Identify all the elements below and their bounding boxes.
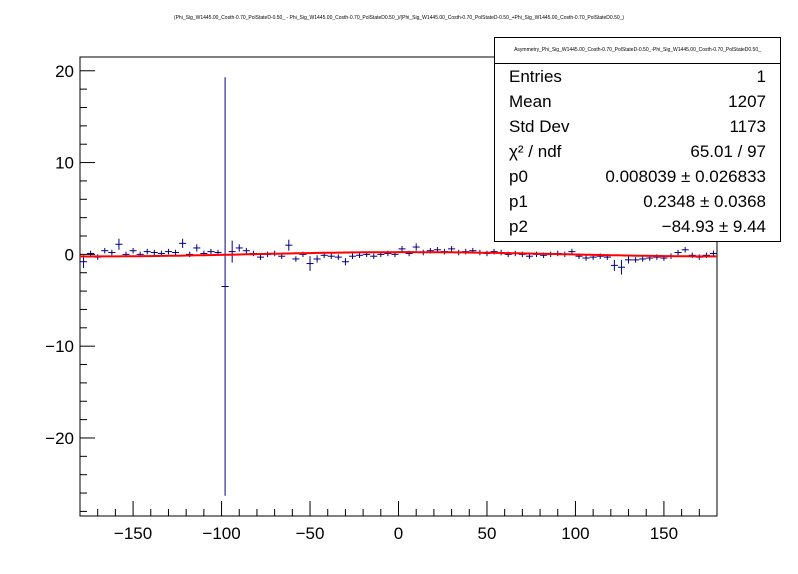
x-tick-label: 50 <box>478 524 497 543</box>
data-point <box>108 249 116 256</box>
data-point <box>412 243 420 251</box>
data-point <box>632 257 640 263</box>
data-point <box>207 248 215 255</box>
stats-value: 0.2348 ± 0.0368 <box>643 192 766 211</box>
data-point <box>256 254 265 260</box>
y-tick-label: −20 <box>45 429 74 448</box>
y-axis: −20 −10 0 10 20 <box>45 62 95 512</box>
x-tick-label: 100 <box>561 524 589 543</box>
stats-row-p0: p0 0.008039 ± 0.026833 <box>495 164 780 189</box>
data-point <box>179 238 187 248</box>
data-point <box>129 247 137 254</box>
x-tick-label: −50 <box>296 524 325 543</box>
data-point <box>341 258 349 266</box>
stats-label: Std Dev <box>509 117 570 136</box>
stats-box-title: Asymmetry_Phi_Sig_W1445.00_Costh-0.70_Po… <box>495 38 780 64</box>
x-tick-label: 150 <box>650 524 678 543</box>
stats-row-entries: Entries 1 <box>495 64 780 89</box>
data-point <box>398 246 406 252</box>
data-point <box>327 253 335 259</box>
data-point <box>334 254 342 260</box>
data-point <box>639 256 647 262</box>
stats-value: 1207 <box>728 92 766 111</box>
data-point <box>115 238 123 250</box>
data-point <box>624 256 633 264</box>
data-point <box>228 240 236 263</box>
data-point <box>674 249 682 256</box>
stats-value: 65.01 / 97 <box>690 142 766 161</box>
data-point <box>80 255 88 269</box>
y-tick-label: 20 <box>55 62 74 81</box>
y-tick-label: 0 <box>65 245 74 264</box>
chart-title: (Phi_Sig_W1445.00_Costh-0.70_PolStateD-0… <box>173 15 625 21</box>
data-point <box>610 259 618 271</box>
data-point <box>221 77 229 496</box>
stats-row-p2: p2 −84.93 ± 9.44 <box>495 214 780 239</box>
data-point <box>582 255 590 261</box>
data-point <box>87 250 95 257</box>
data-point <box>172 249 180 256</box>
stats-label: p0 <box>509 167 528 186</box>
x-tick-label: 0 <box>394 524 403 543</box>
data-point <box>143 248 151 255</box>
data-point <box>306 256 314 271</box>
data-point <box>285 239 293 251</box>
stats-value: 1 <box>756 67 766 86</box>
fit-curve-group <box>80 251 717 258</box>
y-tick-label: −10 <box>45 337 74 356</box>
stats-row-chi2: χ² / ndf 65.01 / 97 <box>495 139 780 164</box>
x-tick-label: −100 <box>202 524 240 543</box>
data-point <box>101 247 109 254</box>
data-point <box>292 256 300 262</box>
data-point <box>150 249 158 256</box>
data-point <box>313 255 321 263</box>
x-axis: −150 −100 −50 0 50 100 150 <box>79 501 718 543</box>
data-point <box>164 248 173 255</box>
stats-row-mean: Mean 1207 <box>495 89 780 114</box>
stats-label: p2 <box>509 217 528 236</box>
stats-label: Mean <box>509 92 552 111</box>
stats-value: −84.93 ± 9.44 <box>661 217 766 236</box>
data-point <box>617 259 625 275</box>
stats-value: 1173 <box>729 117 766 136</box>
data-point <box>348 253 357 259</box>
data-point <box>193 244 201 252</box>
x-tick-label: −150 <box>114 524 152 543</box>
stats-value: 0.008039 ± 0.026833 <box>605 167 766 186</box>
data-point <box>370 253 378 259</box>
data-points <box>80 77 717 496</box>
fit-curve <box>80 251 717 258</box>
stats-label: Entries <box>509 67 562 86</box>
data-point <box>242 247 250 254</box>
data-point <box>235 244 243 252</box>
stats-label: χ² / ndf <box>509 142 562 161</box>
data-point <box>681 247 689 253</box>
stats-row-std-dev: Std Dev 1173 <box>495 114 780 139</box>
data-point <box>448 246 456 252</box>
stats-row-p1: p1 0.2348 ± 0.0368 <box>495 189 780 214</box>
data-point <box>709 250 717 257</box>
stats-label: p1 <box>509 192 528 211</box>
data-point <box>356 252 364 259</box>
y-tick-label: 10 <box>55 154 74 173</box>
stats-box: Asymmetry_Phi_Sig_W1445.00_Costh-0.70_Po… <box>494 37 781 242</box>
